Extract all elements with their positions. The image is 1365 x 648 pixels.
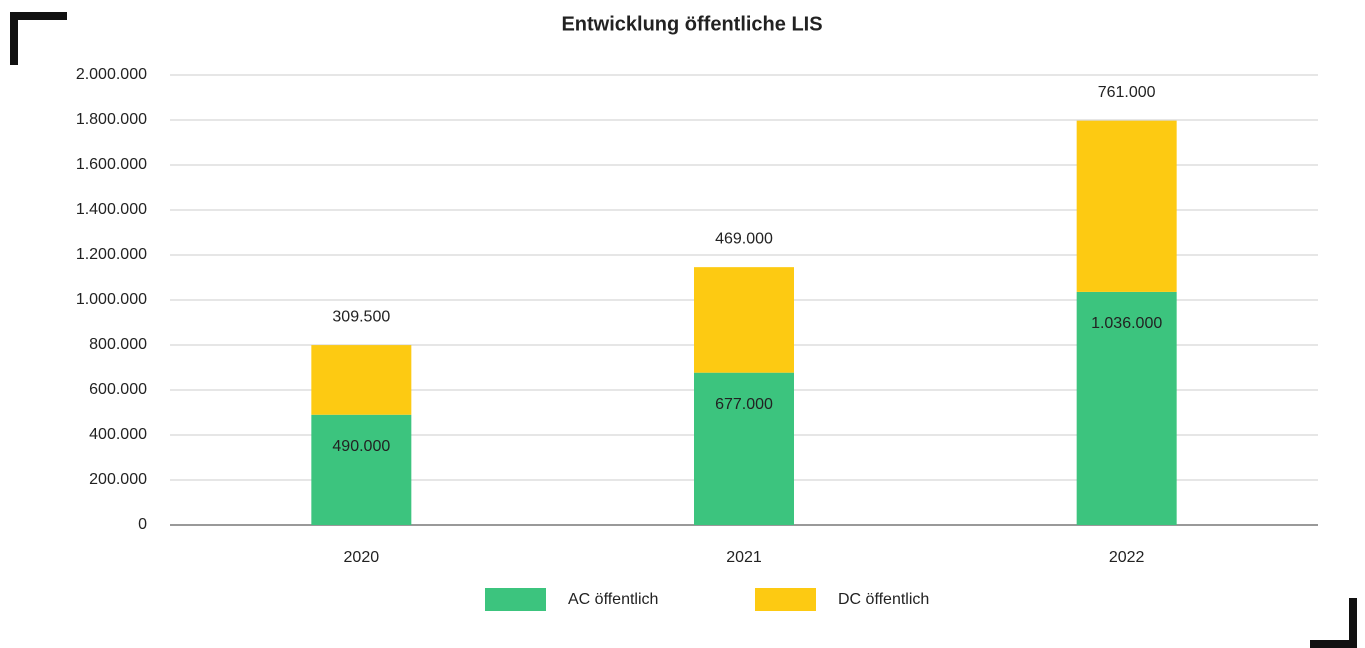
legend-swatch bbox=[755, 588, 816, 611]
corner-mark bbox=[10, 12, 67, 65]
bar-segment bbox=[1076, 120, 1177, 292]
y-tick-label: 1.000.000 bbox=[76, 291, 147, 308]
y-tick-label: 0 bbox=[138, 516, 147, 533]
data-label: 761.000 bbox=[1098, 84, 1156, 101]
data-label: 469.000 bbox=[715, 230, 773, 247]
y-tick-label: 1.800.000 bbox=[76, 111, 147, 128]
y-tick-label: 200.000 bbox=[89, 471, 147, 488]
data-label: 677.000 bbox=[715, 396, 773, 413]
legend-swatch bbox=[485, 588, 546, 611]
data-label: 309.500 bbox=[332, 308, 390, 325]
chart-title: Entwicklung öffentliche LIS bbox=[561, 13, 822, 35]
y-tick-label: 1.200.000 bbox=[76, 246, 147, 263]
x-tick-label: 2021 bbox=[726, 549, 762, 566]
y-tick-label: 1.400.000 bbox=[76, 201, 147, 218]
y-tick-label: 600.000 bbox=[89, 381, 147, 398]
bar-segment bbox=[1076, 291, 1177, 525]
legend-label: DC öffentlich bbox=[838, 591, 929, 608]
x-tick-label: 2020 bbox=[344, 549, 380, 566]
corner-mark bbox=[1310, 598, 1357, 648]
x-tick-label: 2022 bbox=[1109, 549, 1145, 566]
bar-segment bbox=[311, 345, 412, 415]
data-label: 1.036.000 bbox=[1091, 315, 1162, 332]
bar-segment bbox=[694, 267, 794, 373]
bar-segment bbox=[311, 414, 412, 525]
legend-label: AC öffentlich bbox=[568, 591, 658, 608]
data-label: 490.000 bbox=[332, 438, 390, 455]
y-tick-label: 800.000 bbox=[89, 336, 147, 353]
y-tick-label: 1.600.000 bbox=[76, 156, 147, 173]
y-tick-label: 400.000 bbox=[89, 426, 147, 443]
y-tick-label: 2.000.000 bbox=[76, 66, 147, 83]
bar-segment bbox=[694, 372, 794, 525]
